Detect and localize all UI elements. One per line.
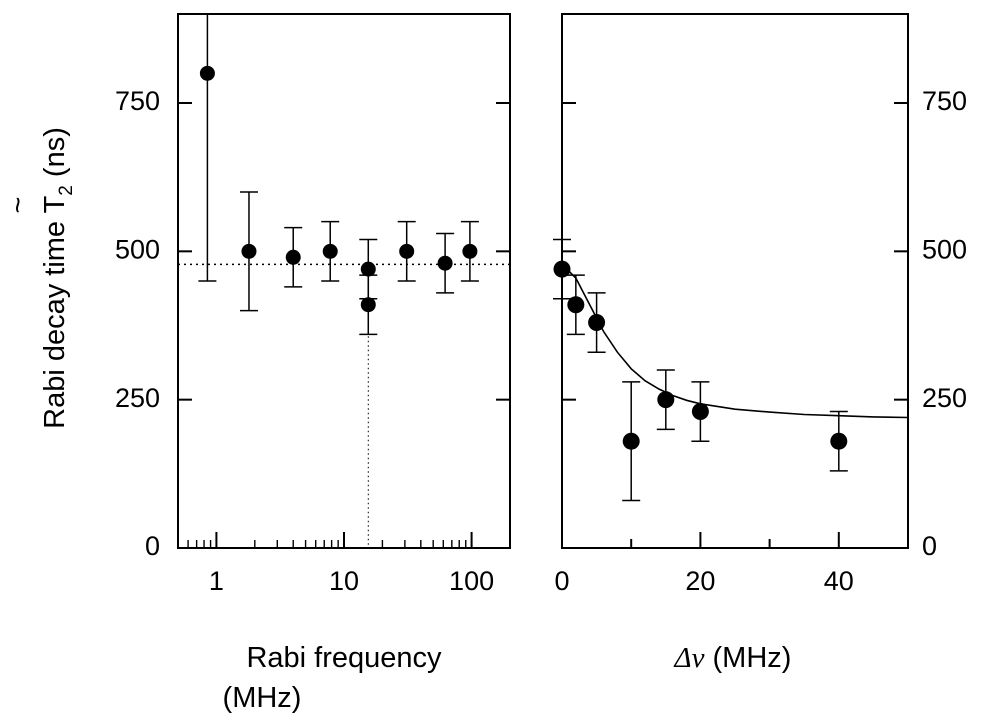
- right-x-axis-label-greek: Δν: [674, 642, 705, 674]
- fit-curve-line: [561, 263, 909, 419]
- y-axis-label-tilde: ~: [3, 197, 35, 214]
- right-y-tick-label: 500: [922, 234, 967, 264]
- right-panel: 0 250 500 750 0 20 40: [553, 13, 967, 596]
- left-x-axis-label-line2: (MHz): [223, 682, 302, 714]
- right-data-point: [567, 296, 585, 314]
- left-data-point: [360, 261, 376, 277]
- right-tick-labels: 0 250 500 750 0 20 40: [554, 86, 967, 596]
- y-axis-label-unit: (ns): [39, 127, 71, 185]
- left-y-tick-label: 500: [115, 234, 160, 264]
- left-data-marks: [198, 14, 479, 336]
- left-tick-labels: 0 250 500 750 1 10 100: [115, 86, 494, 596]
- left-x-tick-label: 1: [209, 566, 224, 596]
- left-data-point: [322, 243, 338, 259]
- right-x-tick-label: 40: [824, 566, 854, 596]
- right-y-tick-label: 0: [922, 531, 937, 561]
- left-y-tick-label: 250: [115, 383, 160, 413]
- right-data-point: [553, 260, 571, 278]
- y-axis-label-sub: 2: [56, 185, 77, 196]
- left-data-point: [199, 65, 215, 81]
- left-data-point: [285, 249, 301, 265]
- left-data-point: [462, 243, 478, 259]
- left-panel: 0 250 500 750 1 10 100: [115, 13, 511, 596]
- right-x-tick-label: 20: [685, 566, 715, 596]
- right-y-tick-label: 250: [922, 383, 967, 413]
- right-x-axis-label: Δν (MHz): [674, 642, 792, 674]
- right-data-point: [691, 403, 709, 421]
- left-x-tick-label: 100: [449, 566, 494, 596]
- right-data-point: [588, 314, 606, 332]
- right-panel-frame: [561, 13, 909, 549]
- right-x-axis-label-unit: (MHz): [704, 642, 791, 674]
- left-panel-frame: [177, 13, 511, 549]
- right-data-point: [830, 432, 848, 450]
- right-data-point: [657, 391, 675, 409]
- y-axis-label-main: Rabi decay time T: [39, 195, 71, 428]
- left-reference-lines: [178, 263, 510, 548]
- y-axis-label: Rabi decay time T2 (ns): [39, 127, 77, 429]
- left-ticks: [177, 102, 511, 548]
- left-data-point: [360, 297, 376, 313]
- left-y-tick-label: 750: [115, 86, 160, 116]
- right-y-tick-label: 750: [922, 86, 967, 116]
- left-data-point: [399, 243, 415, 259]
- left-x-tick-label: 10: [329, 566, 359, 596]
- left-y-tick-label: 0: [145, 531, 160, 561]
- right-data-marks: [553, 238, 848, 502]
- right-data-point: [622, 432, 640, 450]
- left-data-point: [241, 243, 257, 259]
- right-ticks: [561, 102, 909, 548]
- right-x-tick-label: 0: [554, 566, 569, 596]
- left-x-axis-label-line1: Rabi frequency: [246, 642, 442, 674]
- left-data-point: [437, 255, 453, 271]
